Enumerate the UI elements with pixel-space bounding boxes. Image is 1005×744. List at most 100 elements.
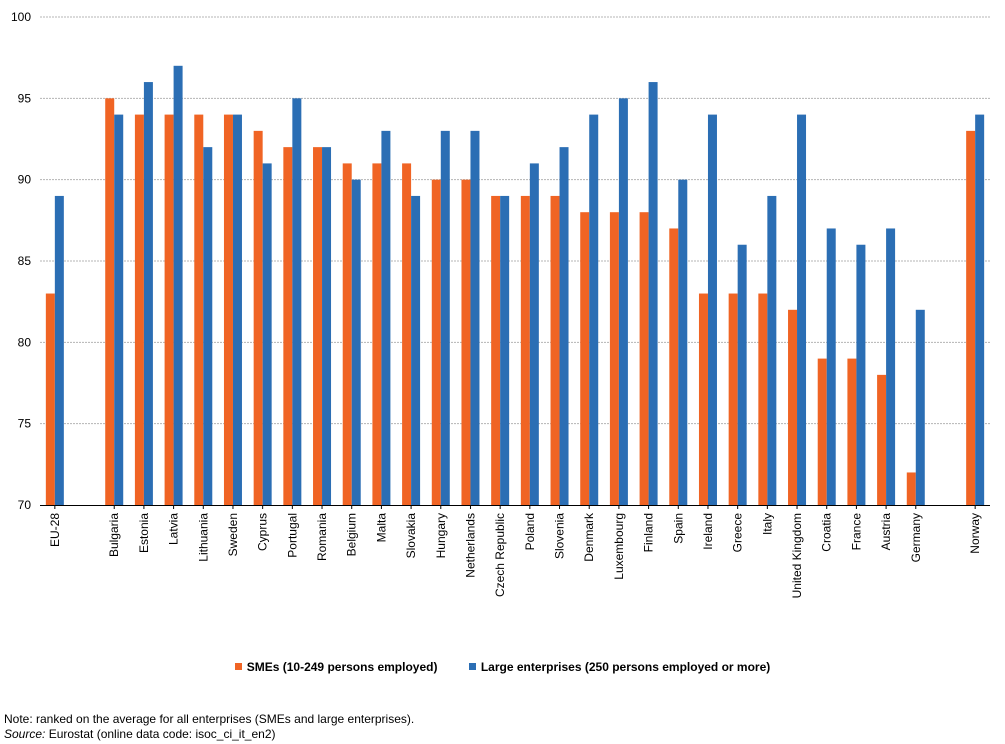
legend-label-smes: SMEs (10-249 persons employed) [246,660,438,674]
source-line: Source: Eurostat (online data code: isoc… [4,727,414,742]
bar-smes-4 [194,114,204,505]
bar-large-28 [915,309,925,505]
bar-chart: 70 75 80 85 90 95 100 EU-28 Bulgaria Estonia Latv… [11,10,990,598]
x-axis: EU-28 Bulgaria Estonia Latvia Lithuania Swede… [40,505,990,598]
bar-large-16 [559,147,569,505]
x-tick-label: Croatia [820,513,834,552]
x-tick-label: Slovakia [404,513,418,559]
bar-smes-2 [134,114,144,505]
bar-smes-14 [491,195,501,505]
y-tick-label: 90 [18,173,32,187]
bar-large-27 [886,228,896,505]
bar-large-25 [826,228,836,505]
bar-smes-12 [431,179,441,505]
x-tick-label: Romania [315,513,329,561]
x-tick-label: EU-28 [48,513,62,547]
bar-large-23 [767,195,777,505]
footnote: Note: ranked on the average for all ente… [4,712,414,742]
legend: SMEs (10-249 persons employed) Large ent… [0,660,1005,674]
x-tick-label: United Kingdom [790,513,804,598]
bar-large-19 [648,82,658,506]
bar-large-20 [678,179,688,505]
bar-smes-7 [283,147,293,505]
legend-swatch-smes [234,663,242,671]
bar-large-1 [114,114,124,505]
bar-large-13 [470,130,480,505]
x-tick-label: Latvia [167,513,181,545]
x-tick-label: Sweden [226,513,240,556]
bar-large-7 [292,98,302,505]
bar-smes-23 [758,293,768,505]
bar-smes-0 [45,293,55,505]
x-tick-label: Greece [731,513,745,553]
bar-large-9 [351,179,361,505]
bar-large-24 [797,114,807,505]
x-tick-label: Czech Republic [493,513,507,597]
bar-large-10 [381,130,391,505]
x-tick-label: Spain [671,513,685,544]
bar-smes-16 [550,195,560,505]
bar-large-3 [173,65,183,506]
bar-large-17 [589,114,599,505]
bar-large-22 [737,244,747,505]
x-tick-label: Norway [968,513,982,554]
bar-large-8 [322,147,332,505]
source-text: Eurostat (online data code: isoc_ci_it_e… [45,727,276,741]
x-tick-label: Luxembourg [612,513,626,580]
bar-smes-19 [639,212,649,505]
x-tick-label: Netherlands [463,513,477,578]
bar-smes-1 [105,98,115,505]
bar-smes-22 [728,293,738,505]
x-tick-label: Hungary [434,513,448,558]
y-tick-label: 85 [18,254,32,268]
y-tick-label: 80 [18,335,32,349]
bar-smes-21 [698,293,708,505]
bar-smes-25 [817,358,827,505]
x-tick-label: Cyprus [256,513,270,551]
bar-large-11 [411,195,421,505]
x-tick-label: Bulgaria [107,513,121,557]
x-tick-label: Slovenia [553,513,567,559]
bar-large-29 [975,114,985,505]
bar-smes-10 [372,163,382,505]
bar-smes-29 [966,130,976,505]
bar-large-14 [500,195,510,505]
bar-smes-18 [609,212,619,505]
bar-large-6 [262,163,272,505]
bar-smes-9 [342,163,352,505]
bar-large-4 [203,147,213,505]
bar-smes-28 [906,472,916,505]
x-tick-label: Malta [374,513,388,543]
bar-large-0 [54,195,64,505]
bar-smes-3 [164,114,174,505]
bar-large-15 [529,163,539,505]
bar-smes-5 [223,114,233,505]
x-tick-label: Italy [760,513,774,535]
note-text: Note: ranked on the average for all ente… [4,712,415,726]
x-tick-label: Ireland [701,513,715,550]
legend-swatch-large [468,663,476,671]
y-tick-label: 100 [11,10,31,24]
x-tick-label: Austria [879,513,893,551]
bar-smes-6 [253,130,263,505]
bar-large-26 [856,244,866,505]
y-tick-label: 95 [18,91,32,105]
bar-large-12 [440,130,450,505]
x-tick-label: Lithuania [196,513,210,562]
legend-item-smes: SMEs (10-249 persons employed) [234,660,438,674]
x-tick-label: Portugal [285,513,299,558]
x-tick-label: Finland [642,513,656,552]
bar-large-21 [707,114,717,505]
x-tick-label: Belgium [345,513,359,556]
bar-smes-13 [461,179,471,505]
legend-label-large: Large enterprises (250 persons employed … [480,660,771,674]
bar-smes-15 [520,195,530,505]
x-tick-label: Estonia [137,513,151,553]
x-tick-label: Germany [909,513,923,562]
legend-item-large: Large enterprises (250 persons employed … [468,660,771,674]
source-label: Source: [4,727,46,741]
bar-smes-11 [402,163,412,505]
bar-smes-26 [847,358,857,505]
bar-smes-17 [580,212,590,505]
y-tick-label: 75 [18,417,32,431]
